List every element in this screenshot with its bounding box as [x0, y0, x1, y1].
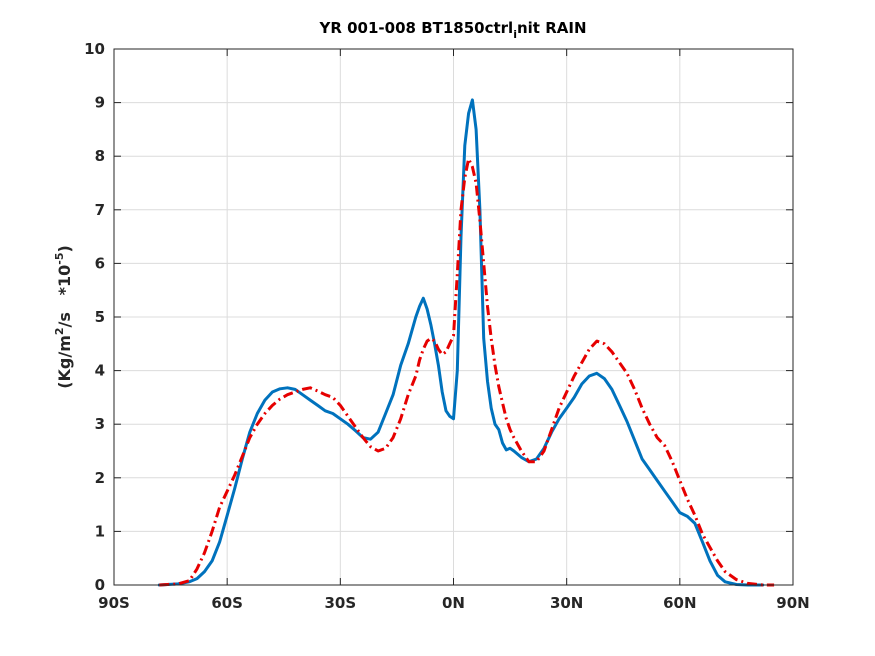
y-axis-label: (Kg/m2/s *10-5) [53, 245, 74, 389]
x-tick-label: 30N [550, 594, 583, 612]
y-tick-label: 6 [95, 254, 105, 272]
y-tick-label: 8 [95, 147, 105, 165]
ylabel-part3: ) [55, 245, 74, 252]
tick-marks [113, 48, 794, 586]
series-line-solid [157, 98, 765, 587]
grid-lines [114, 49, 793, 585]
y-tick-label: 7 [95, 201, 105, 219]
y-tick-label: 4 [95, 362, 105, 380]
x-tick-label: 90N [776, 594, 809, 612]
series-line-dashdot [159, 157, 775, 587]
y-tick-label: 10 [84, 40, 105, 58]
ylabel-sup2: -5 [53, 253, 66, 265]
title-subscript: i [513, 28, 517, 41]
x-tick-labels: 90S 60S 30S 0N 30N 60N 90N [98, 594, 810, 612]
ylabel-part1: (Kg/m [55, 335, 74, 389]
x-tick-label: 0N [442, 594, 465, 612]
x-tick-label: 30S [324, 594, 356, 612]
chart-title: YR 001-008 BT1850ctrlinit RAIN [318, 19, 586, 41]
y-tick-label: 1 [95, 522, 105, 540]
title-rest: nit RAIN [517, 19, 587, 37]
series-layer [157, 98, 775, 587]
ylabel-part2: /s *10 [55, 265, 74, 328]
x-tick-label: 90S [98, 594, 130, 612]
title-main: YR 001-008 BT1850ctrl [318, 19, 513, 37]
y-tick-label: 3 [95, 415, 105, 433]
y-tick-label: 2 [95, 469, 105, 487]
y-tick-labels: 0 1 2 3 4 5 6 7 8 9 10 [84, 40, 105, 594]
x-tick-label: 60N [663, 594, 696, 612]
ylabel-sup1: 2 [53, 327, 66, 335]
y-tick-label: 5 [95, 308, 105, 326]
y-tick-label: 9 [95, 94, 105, 112]
y-tick-label: 0 [95, 576, 105, 594]
x-tick-label: 60S [211, 594, 243, 612]
